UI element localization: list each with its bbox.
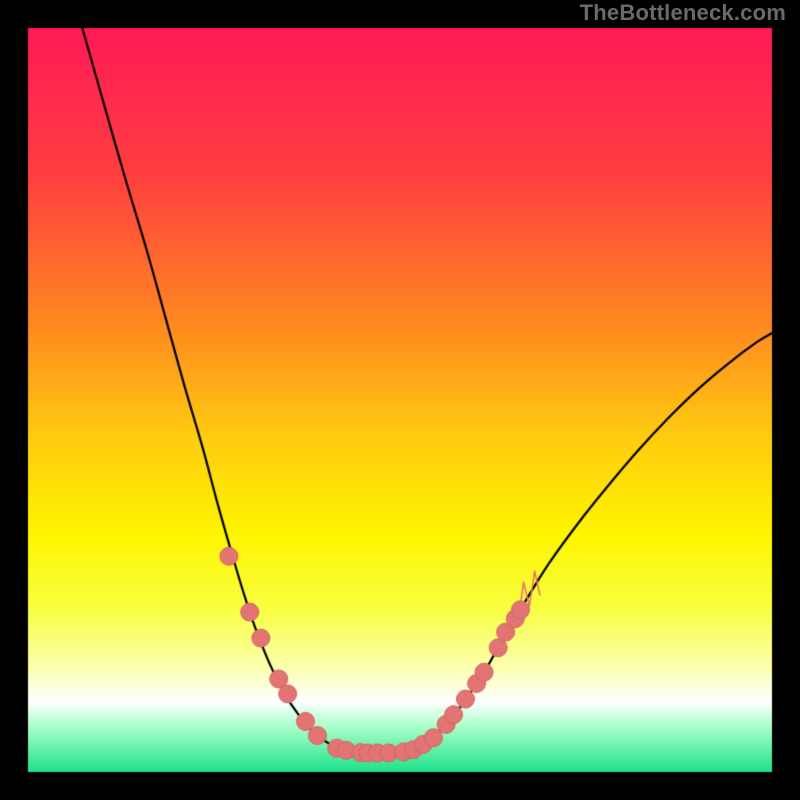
chart-stage: TheBottleneck.com (0, 0, 800, 800)
bottleneck-curve-chart (0, 0, 800, 800)
watermark-text: TheBottleneck.com (580, 0, 786, 26)
